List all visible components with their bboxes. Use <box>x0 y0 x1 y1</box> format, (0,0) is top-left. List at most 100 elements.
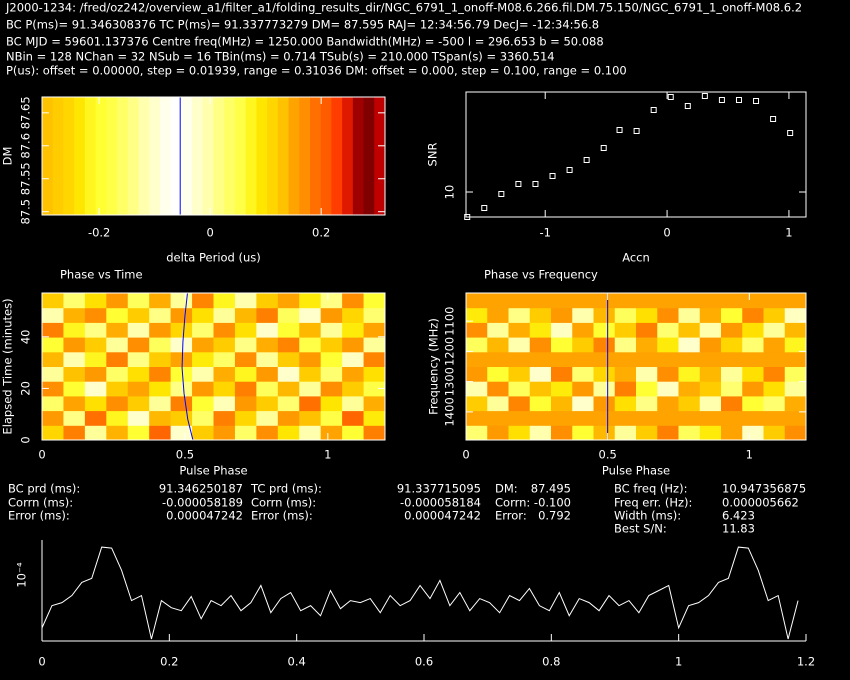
panel-title: Phase vs Time <box>60 268 143 282</box>
heatmap-cell <box>213 366 236 382</box>
heatmap-cell <box>234 293 257 309</box>
heatmap-cell <box>127 97 139 216</box>
stat-label: Best S/N: <box>614 522 667 536</box>
heatmap-cell <box>52 97 64 216</box>
x-tick-label: 0 <box>462 448 469 462</box>
y-tick-label: 87.5 <box>19 199 33 225</box>
heatmap-cell <box>614 337 637 353</box>
heatmap-cell <box>784 410 807 426</box>
heatmap-cell <box>127 322 150 338</box>
x-tick-label: 1 <box>785 226 792 240</box>
heatmap-cell <box>63 97 75 216</box>
heatmap-cell <box>320 366 343 382</box>
heatmap-cell <box>299 381 322 397</box>
heatmap-cell <box>63 366 86 382</box>
heatmap-cell <box>299 337 322 353</box>
heatmap-cell <box>256 351 279 367</box>
heatmap-cell <box>614 410 637 426</box>
heatmap-cell <box>784 307 807 323</box>
heatmap-cell <box>213 97 225 216</box>
heatmap-cell <box>636 425 658 441</box>
heatmap-cell <box>763 293 786 309</box>
heatmap-cell <box>508 351 531 367</box>
heatmap-cell <box>149 322 172 338</box>
heatmap-cell <box>508 307 531 323</box>
heatmap-cell <box>763 351 786 367</box>
heatmap-cell <box>678 307 701 323</box>
heatmap-cell <box>614 381 637 397</box>
heatmap-cell <box>742 425 764 441</box>
heatmap-cell <box>320 337 343 353</box>
stat-label: Freq err. (Hz): <box>614 496 692 510</box>
heatmap-cell <box>763 337 786 353</box>
heatmap-cell <box>614 425 637 441</box>
heatmap-cell <box>63 351 86 367</box>
panel-title: Phase vs Frequency <box>484 268 598 282</box>
heatmap-cell <box>363 293 386 309</box>
x-tick-label: 0.4 <box>288 655 306 669</box>
heatmap-cell <box>342 97 354 216</box>
heatmap-cell <box>529 293 552 309</box>
heatmap-cell <box>299 97 311 216</box>
heatmap-cell <box>192 425 214 441</box>
axes-box <box>465 91 807 218</box>
axes-box <box>465 292 807 441</box>
y-tick-label: 0 <box>19 436 33 443</box>
heatmap-cell <box>508 410 531 426</box>
heatmap-cell <box>593 307 616 323</box>
heatmap-cell <box>529 307 552 323</box>
stat-value: -0.000058184 <box>400 496 481 510</box>
x-axis-label: Pulse Phase <box>179 464 247 478</box>
heatmap-cell <box>678 337 701 353</box>
heatmap-cell <box>63 410 86 426</box>
x-tick-label: 1.2 <box>797 655 815 669</box>
stat-value: 0.000005662 <box>722 496 799 510</box>
heatmap-cell <box>551 337 573 353</box>
heatmap-cell <box>763 410 786 426</box>
heatmap-cell <box>636 366 658 382</box>
heatmap-cell <box>342 307 365 323</box>
heatmap-cell <box>149 351 172 367</box>
heatmap-cell <box>593 293 616 309</box>
heatmap-cell <box>721 395 743 412</box>
scatter-point <box>770 116 777 122</box>
heatmap-cell <box>784 425 807 441</box>
x-tick-label: 0.2 <box>160 655 178 669</box>
scatter-point <box>684 103 691 109</box>
heatmap-cell <box>342 425 365 441</box>
heatmap-cell <box>551 322 573 338</box>
heatmap-cell <box>466 337 488 353</box>
heatmap-cell <box>127 293 150 309</box>
heatmap-cell <box>487 351 509 367</box>
stat-value: -0.100 <box>534 496 571 510</box>
y-axis-label: SNR <box>426 143 440 167</box>
heatmap-cell <box>572 307 594 323</box>
heatmap-cell <box>256 425 279 441</box>
x-tick-label: 0 <box>38 448 45 462</box>
heatmap-cell <box>742 366 764 382</box>
heatmap-cell <box>170 97 182 216</box>
heatmap-cell <box>657 410 679 426</box>
heatmap-cell <box>363 410 386 426</box>
heatmap-cell <box>721 351 743 367</box>
heatmap-cell <box>309 97 322 216</box>
heatmap-cell <box>320 410 343 426</box>
heatmap-cell <box>320 293 343 309</box>
heatmap-cell <box>277 322 300 338</box>
heatmap-cell <box>106 337 129 353</box>
heatmap-cell <box>678 425 701 441</box>
heatmap-cell <box>106 293 129 309</box>
heatmap-cell <box>320 395 343 412</box>
x-tick-label: 0.5 <box>176 448 194 462</box>
heatmap-cell <box>277 351 300 367</box>
scatter-point <box>753 98 760 104</box>
x-axis-label: delta Period (us) <box>166 251 261 265</box>
heatmap-cell <box>466 395 488 412</box>
heatmap-cell <box>149 366 172 382</box>
heatmap-cell <box>699 307 722 323</box>
heatmap-cell <box>192 366 214 382</box>
heatmap-cell <box>84 307 107 323</box>
heatmap-cell <box>256 410 279 426</box>
heatmap-cell <box>529 410 552 426</box>
heatmap-cell <box>170 395 193 412</box>
